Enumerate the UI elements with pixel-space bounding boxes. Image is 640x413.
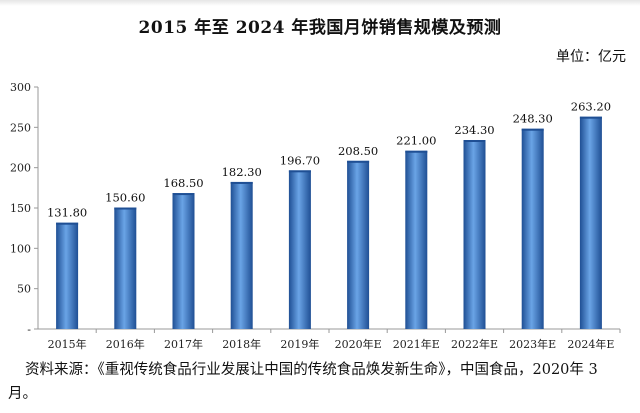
bar-value-label: 150.60 [105, 191, 145, 205]
x-tick-label: 2024年E [567, 337, 614, 351]
bar-value-label: 221.00 [396, 134, 436, 148]
bar-top-edge [521, 128, 544, 131]
y-tick-label: 250 [10, 121, 31, 134]
chart-title: 2015 年至 2024 年我国月饼销售规模及预测 [138, 18, 502, 38]
bar [463, 139, 486, 329]
bar [579, 116, 602, 329]
y-tick-label: 100 [10, 242, 31, 255]
bar-top-edge [288, 170, 311, 173]
bar-top-edge [56, 222, 79, 225]
bar [114, 207, 137, 329]
bar-value-label: 182.30 [222, 165, 262, 179]
bar-value-label: 168.50 [163, 176, 203, 190]
bar [521, 128, 544, 329]
x-tick-label: 2019年 [280, 337, 319, 351]
bar [347, 160, 370, 329]
source-note: 资料来源：《重视传统食品行业发展让中国的传统食品焕发新生命》，中国食品，2020… [8, 362, 598, 402]
bar [56, 222, 79, 329]
bar-value-label: 234.30 [454, 123, 494, 137]
bar-top-edge [172, 193, 195, 196]
top-strip [0, 0, 640, 6]
y-tick-label: 50 [17, 283, 31, 296]
x-tick-label: 2023年E [509, 337, 556, 351]
bar-top-edge [579, 116, 602, 119]
bar-value-label: 131.80 [47, 206, 87, 220]
bar-value-label: 263.20 [571, 100, 611, 114]
bar [288, 170, 311, 329]
bar-top-edge [347, 160, 370, 163]
bar-top-edge [463, 139, 486, 142]
y-tick-label: 150 [10, 202, 31, 215]
y-tick-label: 200 [10, 162, 31, 175]
y-tick-label: 300 [10, 81, 31, 94]
bar-value-label: 248.30 [513, 112, 553, 126]
unit-label: 单位：亿元 [556, 49, 626, 65]
bar-top-edge [114, 207, 137, 210]
bar-value-label: 196.70 [280, 153, 320, 167]
x-tick-label: 2021年E [393, 337, 440, 351]
bar-value-label: 208.50 [338, 144, 378, 158]
x-tick-label: 2015年 [48, 337, 87, 351]
x-tick-label: 2016年 [106, 337, 145, 351]
x-tick-label: 2018年 [222, 337, 261, 351]
y-tick-label: - [27, 323, 31, 336]
bar [405, 150, 428, 329]
x-tick-label: 2022年E [451, 337, 498, 351]
bar-top-edge [405, 150, 428, 153]
x-tick-label: 2017年 [164, 337, 203, 351]
bar [172, 193, 195, 329]
bar [230, 181, 253, 329]
x-tick-label: 2020年E [335, 337, 382, 351]
bar-top-edge [230, 181, 253, 184]
